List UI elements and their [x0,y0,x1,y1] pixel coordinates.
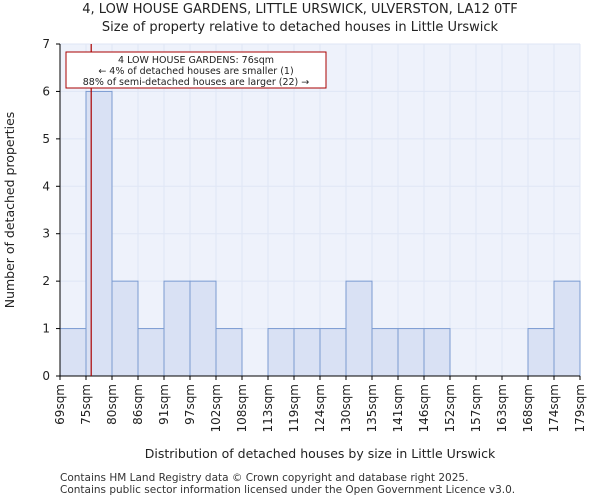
histogram-bar [553,280,581,377]
x-tick-label: 152sqm [443,384,457,432]
x-tick-label: 168sqm [521,384,535,432]
x-tick-label: 91sqm [157,384,171,425]
x-tick-label: 102sqm [209,384,223,432]
x-tick-label: 108sqm [235,384,249,432]
histogram-bar [215,328,243,377]
y-tick-label: 3 [42,227,50,241]
chart-subtitle: Size of property relative to detached ho… [101,20,499,35]
x-tick-label: 146sqm [417,384,431,432]
x-tick-label: 179sqm [573,384,587,432]
footer-copyright: Contains HM Land Registry data © Crown c… [60,472,469,484]
histogram-bar [59,328,87,377]
histogram-bar [85,90,113,377]
histogram-bar [293,328,321,377]
x-tick-label: 80sqm [105,384,119,425]
x-tick-label: 130sqm [339,384,353,432]
y-tick-label: 6 [42,84,50,98]
histogram-bar [423,328,451,377]
x-tick-label: 119sqm [287,384,301,432]
y-tick-label: 2 [42,274,50,288]
histogram-bar [319,328,347,377]
x-tick-label: 97sqm [183,384,197,425]
annotation-line: 88% of semi-detached houses are larger (… [83,77,310,88]
histogram-bar [371,328,399,377]
x-tick-label: 75sqm [79,384,93,425]
x-tick-label: 135sqm [365,384,379,432]
chart-title-address: 4, LOW HOUSE GARDENS, LITTLE URSWICK, UL… [82,2,518,17]
y-tick-label: 0 [42,369,50,383]
footer-licence: Contains public sector information licen… [60,484,516,496]
histogram-bar [345,280,373,377]
annotation-line: ← 4% of detached houses are smaller (1) [98,66,293,77]
histogram-bar [189,280,217,377]
x-tick-label: 157sqm [469,384,483,432]
x-tick-label: 124sqm [313,384,327,432]
x-tick-label: 69sqm [53,384,67,425]
x-tick-label: 141sqm [391,384,405,432]
y-tick-label: 5 [42,132,50,146]
annotation-line: 4 LOW HOUSE GARDENS: 76sqm [118,55,274,66]
histogram-bar [527,328,555,377]
annotation-box [65,51,327,89]
y-tick-label: 4 [42,179,50,193]
histogram-bar [397,328,425,377]
x-tick-label: 86sqm [131,384,145,425]
histogram-bar [267,328,295,377]
histogram-bar [163,280,191,377]
x-tick-label: 174sqm [547,384,561,432]
histogram-bar [111,280,139,377]
x-tick-label: 113sqm [261,384,275,432]
y-tick-label: 7 [42,37,50,51]
histogram-bar [137,328,165,377]
x-tick-label: 163sqm [495,384,509,432]
y-axis-title: Number of detached properties [2,112,17,309]
x-axis-title: Distribution of detached houses by size … [145,446,496,461]
y-tick-label: 1 [42,322,50,336]
